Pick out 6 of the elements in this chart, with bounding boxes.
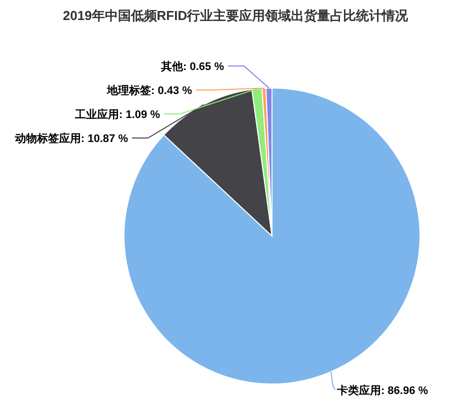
chart-title: 2019年中国低频RFID行业主要应用领域出货量占比统计情况: [62, 8, 410, 23]
slice-label: 动物标签应用: 10.87 %: [14, 132, 128, 145]
slice-label: 其他: 0.65 %: [160, 60, 224, 73]
slice-label: 工业应用: 1.09 %: [74, 108, 160, 121]
slice-label: 地理标签: 0.43 %: [106, 84, 192, 97]
slice-label: 卡类应用: 86.96 %: [336, 384, 428, 397]
